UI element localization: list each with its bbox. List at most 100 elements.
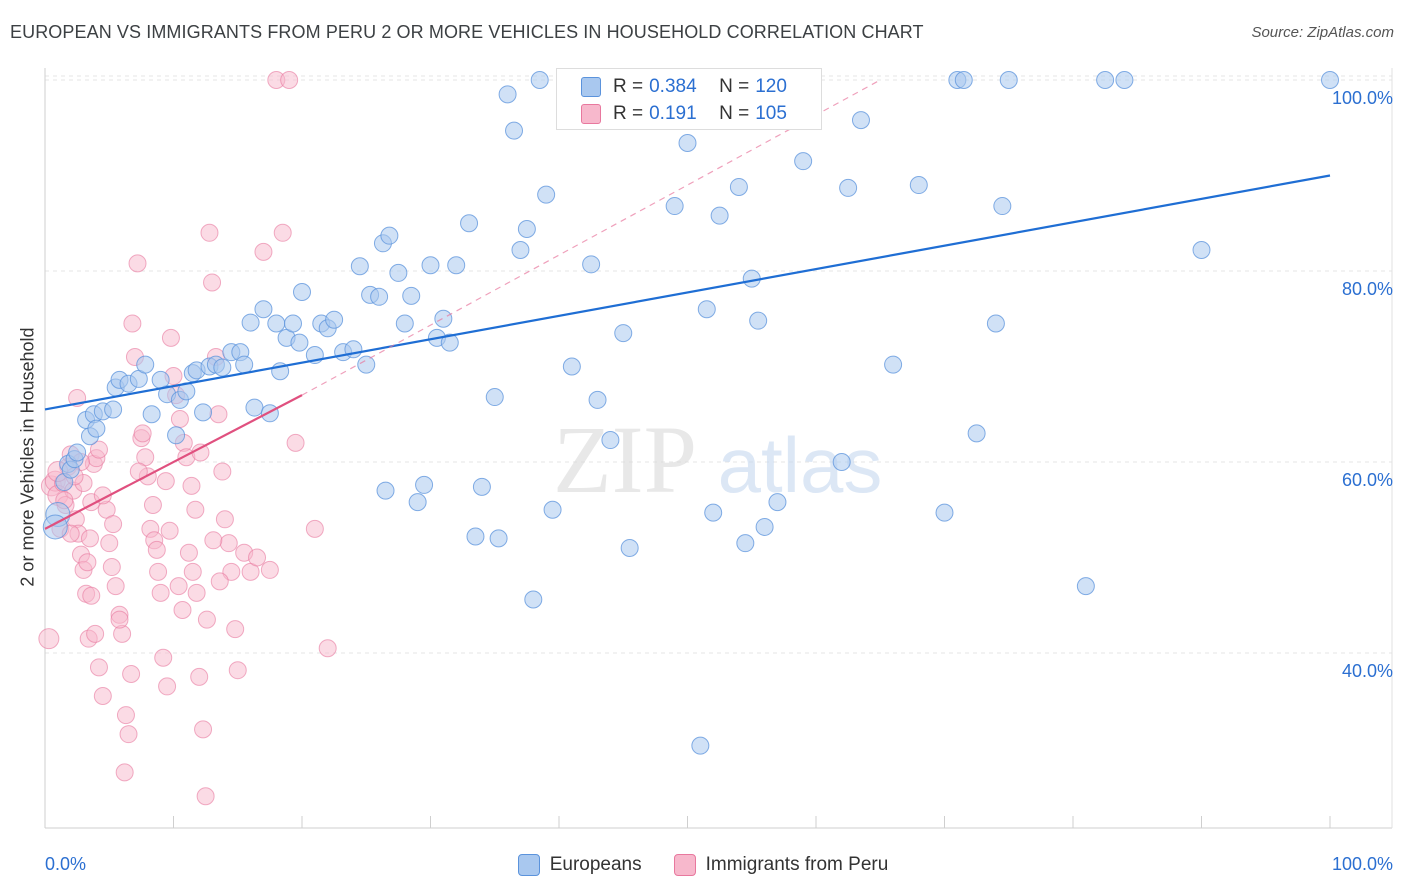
legend-item-peru[interactable]: Immigrants from Peru (673, 854, 889, 876)
european-point (755, 517, 774, 536)
european-point (909, 176, 928, 195)
watermark-zip: ZIP (553, 406, 697, 513)
european-point (935, 503, 954, 522)
axes (44, 68, 1393, 829)
y-tick-label: 40.0% (1342, 661, 1393, 681)
peru-point (254, 242, 273, 261)
european-point (1115, 71, 1134, 89)
european-point (421, 256, 440, 275)
european-point (254, 300, 273, 319)
peru-point (102, 558, 121, 577)
legend-swatch-pink (673, 854, 696, 876)
peru-point (194, 720, 213, 739)
european-point (485, 388, 504, 407)
peru-point (200, 223, 219, 242)
watermark-atlas: atlas (718, 421, 883, 509)
peru-point (226, 620, 245, 639)
peru-point (100, 534, 119, 553)
legend-n-label: N = (719, 76, 750, 97)
european-point (1096, 71, 1115, 89)
european-point (691, 736, 710, 755)
legend-item-europeans[interactable]: Europeans (517, 854, 642, 876)
peru-point (191, 443, 210, 462)
legend-n-label: N = (719, 103, 750, 124)
european-point (460, 214, 479, 233)
european-point (697, 300, 716, 319)
peru-point (204, 531, 223, 550)
peru-point (161, 328, 180, 347)
peru-point (122, 665, 141, 684)
trend-lines (44, 79, 1331, 530)
peru-point (151, 583, 170, 602)
european-point (832, 453, 851, 471)
european-point (142, 405, 161, 424)
european-point (543, 500, 562, 519)
european-point (380, 226, 399, 245)
european-point (447, 256, 466, 275)
peru-point (209, 405, 228, 424)
peru-point (106, 577, 125, 596)
peru-point (286, 433, 305, 452)
european-point (151, 370, 170, 389)
peru-point (182, 476, 201, 495)
european-point (104, 400, 123, 419)
european-point (350, 257, 369, 276)
european-point (562, 357, 581, 376)
european-point (614, 324, 633, 343)
peru-point (80, 529, 99, 548)
watermark: ZIP atlas (553, 406, 882, 513)
european-point (440, 333, 459, 352)
legend-row-peru: R = 0.191 N = 105 (581, 101, 787, 127)
peru-point (169, 577, 188, 596)
peru-point (203, 273, 222, 292)
european-point (370, 287, 389, 306)
peru-point (196, 787, 215, 806)
y-axis-label: 2 or more Vehicles in Household (17, 327, 38, 587)
legend-label-peru: Immigrants from Peru (705, 854, 889, 875)
peru-point (93, 686, 112, 705)
european-point (986, 314, 1005, 333)
european-point (498, 85, 517, 104)
peru-point (183, 562, 202, 581)
european-point (136, 355, 155, 374)
european-point (993, 197, 1012, 216)
peru-point (143, 495, 162, 514)
peru-point (119, 725, 138, 744)
peru-point (128, 254, 147, 273)
legend-n-value: 120 (755, 76, 787, 97)
peru-point (222, 562, 241, 581)
european-point (768, 493, 787, 512)
european-point (967, 424, 986, 443)
european-point (588, 390, 607, 409)
european-point (68, 443, 87, 462)
european-point (194, 403, 213, 422)
legend-label-europeans: Europeans (549, 854, 642, 875)
stats-legend: R = 0.384 N = 120 R = 0.191 N = 105 (556, 68, 822, 130)
peru-point (160, 521, 179, 540)
y-tick-label: 100.0% (1332, 88, 1393, 108)
peru-point (123, 314, 142, 333)
european-point (325, 310, 344, 329)
european-point (466, 527, 485, 546)
peru-point (86, 624, 105, 643)
chart-title: EUROPEAN VS IMMIGRANTS FROM PERU 2 OR MO… (10, 22, 924, 42)
european-point (1192, 240, 1211, 259)
european-point (582, 255, 601, 274)
peru-point (110, 610, 129, 629)
legend-r-label: R = (613, 76, 644, 97)
peru-point (149, 562, 168, 581)
european-point (749, 311, 768, 330)
peru-point (115, 763, 134, 782)
peru-point (215, 510, 234, 529)
peru-point (210, 572, 229, 591)
european-point (235, 355, 254, 374)
peru-point (78, 553, 97, 572)
european-point (665, 197, 684, 216)
european-point (284, 314, 303, 333)
peru-point (147, 540, 166, 559)
peru-point (170, 410, 189, 429)
european-point (678, 134, 697, 153)
peru-point (305, 519, 324, 538)
y-tick-label: 80.0% (1342, 279, 1393, 299)
